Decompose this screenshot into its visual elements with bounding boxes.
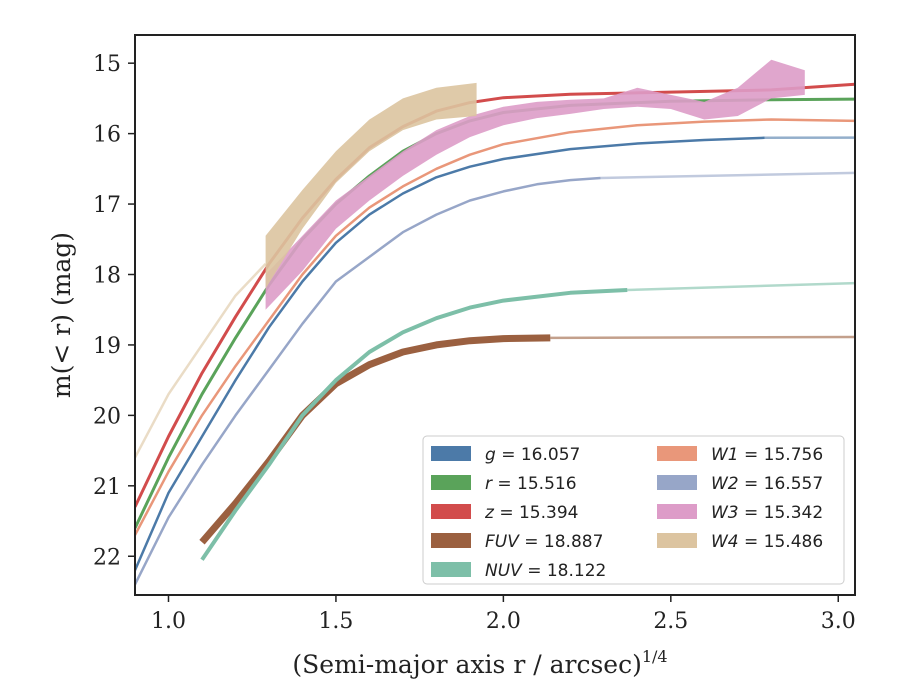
legend: g = 16.057 r = 15.516 z = 15.394 FUV = 18.8…	[422, 435, 845, 585]
series-w3	[265, 59, 805, 310]
legend-item: FUV = 18.887	[431, 532, 603, 552]
y-tick-label: 22	[93, 545, 121, 570]
series-line	[135, 118, 855, 536]
y-tick-label: 16	[93, 123, 121, 148]
legend-label: r = 15.516	[485, 474, 577, 494]
y-tick-label: 20	[93, 404, 121, 429]
legend-label: W3 = 15.342	[711, 503, 823, 523]
series-nuv	[200, 281, 855, 561]
x-tick-label: 1.0	[151, 609, 186, 634]
legend-item: r = 15.516	[431, 474, 577, 494]
legend-swatch	[431, 446, 471, 461]
plot-frame	[134, 34, 856, 596]
y-tick-label: 15	[93, 52, 121, 77]
legend-swatch	[657, 533, 697, 548]
legend-item: W1 = 15.756	[657, 445, 823, 465]
y-tick-label: 17	[93, 193, 121, 218]
legend-swatch	[431, 504, 471, 519]
series-w2	[135, 171, 855, 585]
legend-swatch	[431, 562, 471, 577]
series-line	[199, 334, 551, 545]
series-line	[135, 136, 765, 571]
x-axis-title: (Semi-major axis r / arcsec)1/4	[292, 647, 667, 679]
legend-item: W2 = 16.557	[657, 474, 823, 494]
series-extension-line	[600, 171, 855, 180]
legend-label: W4 = 15.486	[711, 532, 823, 552]
series-line	[135, 176, 601, 585]
legend-item: W4 = 15.486	[657, 532, 823, 552]
legend-item: NUV = 18.122	[431, 561, 606, 581]
x-axis: 1.0 1.5 2.0 2.5 3.0	[151, 595, 856, 634]
legend-item: z = 15.394	[431, 503, 578, 523]
legend-item: W3 = 15.342	[657, 503, 823, 523]
legend-label: W2 = 16.557	[711, 474, 823, 494]
legend-label: FUV = 18.887	[485, 532, 603, 552]
series-w4	[135, 82, 477, 459]
y-axis-title: m(< r) (mag)	[47, 232, 76, 398]
legend-label: NUV = 18.122	[485, 561, 606, 581]
series-fuv	[199, 334, 855, 545]
legend-swatch	[657, 475, 697, 490]
y-tick-label: 21	[93, 475, 121, 500]
x-tick-label: 3.0	[821, 609, 856, 634]
y-tick-label: 18	[93, 263, 121, 288]
legend-swatch	[657, 446, 697, 461]
series-extension-line	[627, 281, 855, 292]
legend-label: g = 16.057	[485, 445, 580, 465]
series-g	[135, 136, 855, 571]
series-extension-line	[550, 335, 855, 340]
x-tick-label: 1.5	[318, 609, 353, 634]
series-layer	[135, 59, 855, 585]
legend-item: g = 16.057	[431, 445, 580, 465]
series-w1	[135, 118, 855, 536]
y-tick-label: 19	[93, 334, 121, 359]
x-tick-label: 2.0	[486, 609, 521, 634]
series-band	[265, 59, 805, 310]
legend-swatch	[657, 504, 697, 519]
x-tick-label: 2.5	[653, 609, 688, 634]
legend-label: z = 15.394	[484, 503, 578, 523]
legend-swatch	[431, 533, 471, 548]
series-extension-line	[135, 263, 267, 459]
y-axis: 15 16 17 18 19 20 21 22	[93, 52, 135, 570]
legend-box	[422, 435, 845, 585]
series-line	[200, 288, 628, 561]
legend-label: W1 = 15.756	[711, 445, 823, 465]
legend-swatch	[431, 475, 471, 490]
series-band	[265, 82, 477, 289]
